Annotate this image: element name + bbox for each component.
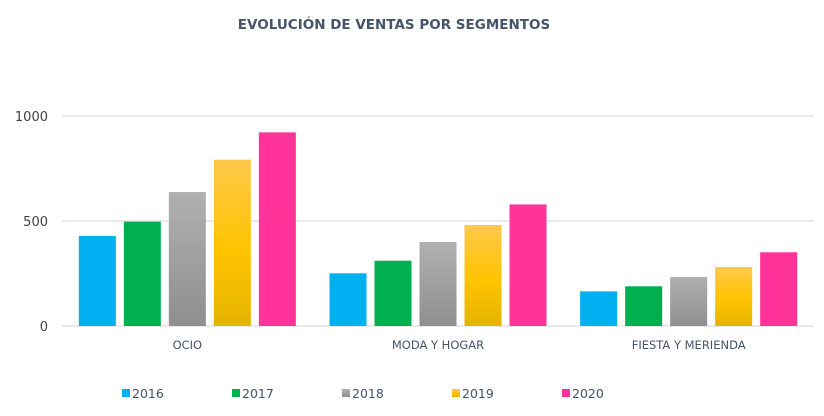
- bar-2017-ocio: [123, 221, 161, 326]
- bar-2017-fiesta-y-merienda: [625, 286, 663, 326]
- bar-2018-ocio: [168, 192, 206, 326]
- bar-2020-ocio: [258, 132, 296, 326]
- bar-2019-fiesta-y-merienda: [715, 266, 753, 326]
- legend-swatch-2017: [232, 389, 240, 397]
- legend-label-2019: 2019: [462, 386, 494, 401]
- legend-label-2018: 2018: [352, 386, 384, 401]
- legend-swatch-2016: [122, 389, 130, 397]
- bar-2016-fiesta-y-merienda: [580, 291, 618, 326]
- bars: [78, 132, 798, 326]
- legend: 2016 2017 2018 2019 2020: [122, 386, 604, 401]
- legend-swatch-2020: [562, 389, 570, 397]
- bar-2018-moda-y-hogar: [419, 242, 457, 326]
- bar-2018-fiesta-y-merienda: [670, 277, 708, 326]
- bar-2016-ocio: [78, 235, 116, 326]
- x-category-label: FIESTA Y MERIENDA: [632, 338, 746, 352]
- legend-label-2017: 2017: [242, 386, 274, 401]
- y-tick-label: 1000: [15, 110, 48, 125]
- x-axis-categories: OCIO MODA Y HOGAR FIESTA Y MERIENDA: [173, 338, 746, 352]
- bar-2019-ocio: [213, 159, 251, 326]
- legend-swatch-2019: [452, 389, 460, 397]
- bar-2020-moda-y-hogar: [509, 204, 547, 326]
- bar-2016-moda-y-hogar: [329, 273, 367, 326]
- y-tick-label: 0: [40, 320, 48, 335]
- legend-label-2020: 2020: [572, 386, 604, 401]
- y-tick-label: 500: [23, 215, 48, 230]
- bar-2017-moda-y-hogar: [374, 260, 412, 326]
- bar-2019-moda-y-hogar: [464, 224, 502, 326]
- y-axis-ticks: 0 500 1000: [15, 110, 48, 335]
- bar-2020-fiesta-y-merienda: [760, 252, 798, 326]
- x-category-label: OCIO: [173, 338, 203, 352]
- chart-title: EVOLUCIÓN DE VENTAS POR SEGMENTOS: [238, 15, 550, 33]
- legend-label-2016: 2016: [132, 386, 164, 401]
- legend-swatch-2018: [342, 389, 350, 397]
- x-category-label: MODA Y HOGAR: [392, 338, 484, 352]
